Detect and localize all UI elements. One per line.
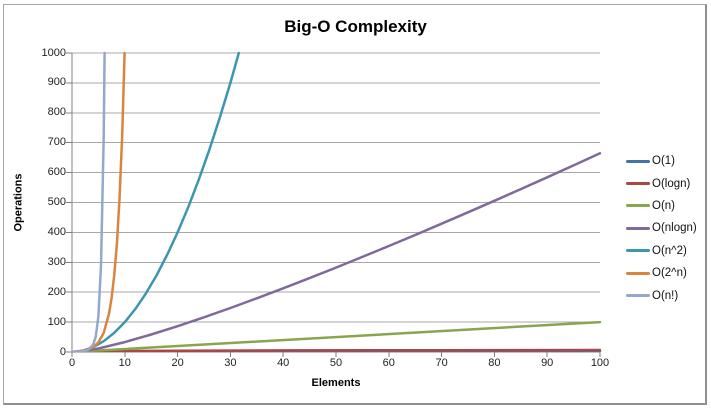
series-line-O(n^2) <box>72 51 241 352</box>
legend-item-label: O(logn) <box>652 177 691 190</box>
y-tick-label: 400 <box>47 225 66 238</box>
x-tick-label: 30 <box>224 357 237 369</box>
y-tick-label: 300 <box>47 255 66 268</box>
x-tick-label: 60 <box>382 357 395 369</box>
y-tick-label: 200 <box>47 285 66 298</box>
series-line-O(nlogn) <box>76 152 602 352</box>
x-tick-label: 10 <box>118 357 131 369</box>
legend-item-label: O(1) <box>652 155 675 168</box>
legend-line-marker <box>626 226 650 230</box>
y-tick-label: 0 <box>59 345 66 358</box>
y-tick-label: 700 <box>47 136 66 149</box>
x-tick-label: 40 <box>277 357 290 369</box>
x-tick-label: 90 <box>541 357 554 369</box>
y-tick-label: 800 <box>47 106 66 119</box>
legend-item-O(nlogn)[interactable]: O(nlogn) <box>626 217 697 239</box>
series-line-O(n!) <box>72 51 106 352</box>
legend-line-marker <box>626 271 650 275</box>
chart-title: Big-O Complexity <box>284 17 427 36</box>
legend-line-marker <box>626 182 650 186</box>
legend-item-O(1)[interactable]: O(1) <box>626 150 697 172</box>
y-tick-label: 900 <box>47 76 66 89</box>
legend-line-marker <box>626 204 650 208</box>
legend-item-label: O(2^n) <box>652 267 687 280</box>
legend: O(1) O(logn) O(n) O(nlogn) O(n^2) O(2^n) O(n!) <box>626 150 697 307</box>
y-tick-label: 600 <box>47 166 66 179</box>
x-axis-label: Elements <box>311 377 361 389</box>
x-tick-label: 50 <box>329 357 343 369</box>
x-tick-label: 20 <box>171 357 184 369</box>
legend-item-O(2^n)[interactable]: O(2^n) <box>626 262 697 284</box>
legend-item-O(n^2)[interactable]: O(n^2) <box>626 240 697 262</box>
x-tick-label: 80 <box>488 357 501 369</box>
legend-item-label: O(n^2) <box>652 244 687 257</box>
legend-item-label: O(n!) <box>652 289 679 302</box>
legend-line-marker <box>626 294 650 298</box>
legend-line-marker <box>626 249 650 253</box>
series-line-O(n) <box>72 320 602 352</box>
x-tick-label: 0 <box>68 357 76 369</box>
legend-item-O(n)[interactable]: O(n) <box>626 195 697 217</box>
x-tick-label: 70 <box>435 357 448 369</box>
y-tick-label: 1000 <box>41 46 66 59</box>
y-tick-label: 500 <box>47 196 66 208</box>
y-tick-label: 100 <box>47 315 66 328</box>
x-tick-label: 100 <box>590 357 610 369</box>
legend-item-label: O(nlogn) <box>652 222 697 235</box>
legend-item-label: O(n) <box>652 199 675 212</box>
legend-line-marker <box>626 159 650 163</box>
legend-item-O(logn)[interactable]: O(logn) <box>626 172 697 194</box>
legend-item-O(n!)[interactable]: O(n!) <box>626 284 697 306</box>
